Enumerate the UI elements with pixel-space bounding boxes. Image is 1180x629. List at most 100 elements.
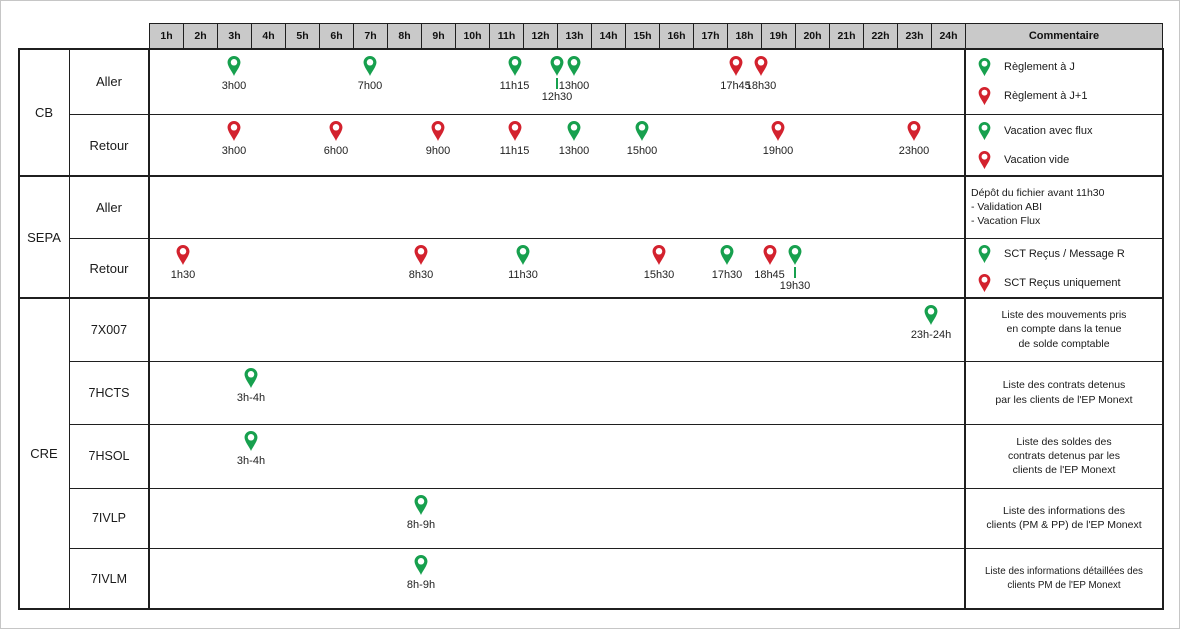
- hour-label: 8h: [398, 30, 411, 42]
- marker-pin-green-3h-4h: [243, 430, 260, 452]
- comment-cell-cre-7hcts: Liste des contrats detenus par les client…: [965, 361, 1163, 424]
- table-top-border: [19, 48, 1163, 50]
- hour-label: 5h: [296, 30, 309, 42]
- hour-label: 14h: [599, 30, 618, 42]
- group-separator: [19, 175, 1163, 177]
- comment-cell-cre-7ivlm: Liste des informations détaillées des cli…: [965, 548, 1163, 609]
- label-column-separator: [68, 49, 70, 609]
- row-separator: [69, 423, 1163, 425]
- map-pin-green-icon: [227, 56, 241, 76]
- marker-time-label: 15h00: [626, 145, 658, 157]
- legend-item: Vacation vide: [977, 150, 1163, 170]
- row-label-cre-7hcts: 7HCTS: [69, 361, 149, 424]
- map-pin-green-icon: [635, 121, 649, 141]
- hour-header-cell-21h: 21h: [829, 23, 864, 49]
- legend-pin-red-icon: [978, 150, 991, 169]
- map-pin-red-icon: [508, 121, 521, 141]
- hour-header-cell-22h: 22h: [863, 23, 898, 49]
- comment-line: clients (PM & PP) de l'EP Monext: [986, 519, 1142, 531]
- marker-time-label: 15h30: [643, 269, 675, 281]
- hour-header-cell-24h: 24h: [931, 23, 966, 49]
- marker-time-label: 18h30: [745, 80, 777, 92]
- comment-line: Liste des informations détaillées des: [985, 566, 1143, 578]
- map-pin-green-icon: [244, 431, 258, 451]
- timeline-row-cb-retour: 3h00 6h00 9h00 11h15 13h00 15h00 19h00 2…: [149, 114, 965, 176]
- row-label-sepa-aller: Aller: [69, 176, 149, 238]
- hour-label: 17h: [701, 30, 720, 42]
- marker-time-label: 23h-24h: [910, 329, 952, 341]
- timeline-left-separator: [148, 49, 150, 609]
- group-label-text: SEPA: [27, 229, 61, 245]
- table-right-border: [1162, 48, 1164, 610]
- map-pin-green-icon: [363, 56, 377, 76]
- legend-item: SCT Reçus / Message R: [977, 244, 1163, 264]
- map-pin-red-icon: [176, 245, 190, 265]
- marker-pin-red-1h30: [175, 244, 192, 266]
- marker-time-label: 11h15: [499, 145, 530, 157]
- hour-header-cell-18h: 18h: [727, 23, 762, 49]
- hour-label: 20h: [803, 30, 822, 42]
- timeline-row-sepa-aller: [149, 176, 965, 238]
- hour-label: 22h: [871, 30, 890, 42]
- hour-header-cell-5h: 5h: [285, 23, 320, 49]
- comment-line: en compte dans la tenue: [1006, 323, 1122, 336]
- marker-pin-green-13h00: [566, 55, 583, 77]
- comment-cell-cb-retour: Vacation avec flux Vacation vide: [965, 114, 1163, 176]
- row-label-text: Aller: [95, 74, 122, 89]
- map-pin-green-icon: [414, 495, 428, 515]
- marker-time-label: 3h00: [221, 80, 247, 92]
- row-label-cre-7hsol: 7HSOL: [69, 424, 149, 488]
- marker-pin-red-6h00: [328, 120, 345, 142]
- map-pin-red-icon: [771, 121, 785, 141]
- marker-time-label: 13h00: [558, 145, 590, 157]
- row-label-text: Retour: [89, 137, 129, 153]
- hour-label: 1h: [160, 30, 173, 42]
- marker-pin-green-11h30: [515, 244, 532, 266]
- marker-pin-red-18h30: [753, 55, 770, 77]
- legend-pin-green-icon: [978, 57, 991, 77]
- marker-pin-green-23h-24h: [923, 304, 940, 326]
- map-pin-green-icon: [414, 555, 428, 575]
- group-label-cre: CRE: [19, 298, 69, 609]
- row-label-cre-7ivlp: 7IVLP: [69, 488, 149, 548]
- timeline-row-sepa-retour: 1h30 8h30 11h30 15h30 17h30 18h45 19h30: [149, 238, 965, 298]
- marker-time-label: 8h30: [408, 269, 434, 281]
- hour-header-cell-2h: 2h: [183, 23, 218, 49]
- marker-time-label: 1h30: [170, 269, 196, 281]
- hour-label: 13h: [565, 30, 584, 42]
- hour-label: 7h: [364, 30, 377, 42]
- marker-pin-green-11h15: [506, 55, 523, 77]
- marker-pin-red-23h00: [906, 120, 923, 142]
- marker-pin-red-18h45: [761, 244, 778, 266]
- marker-time-label: 7h00: [357, 80, 383, 92]
- group-label-text: CB: [34, 105, 54, 120]
- map-pin-red-icon: [754, 56, 768, 76]
- row-label-text: 7IVLM: [90, 571, 128, 586]
- comment-line: par les clients de l'EP Monext: [995, 393, 1133, 406]
- marker-pin-green-8h-9h: [413, 554, 430, 576]
- hour-label: 16h: [667, 30, 686, 42]
- map-pin-red-icon: [414, 245, 428, 265]
- row-separator: [69, 360, 1163, 362]
- map-pin-green-icon: [516, 245, 530, 265]
- row-label-text: Aller: [95, 199, 122, 215]
- hour-label: 10h: [463, 30, 482, 42]
- marker-pin-red-11h15: [506, 120, 523, 142]
- map-pin-green-icon: [508, 56, 521, 76]
- comment-line: Liste des contrats detenus: [1002, 379, 1126, 392]
- hour-header-cell-16h: 16h: [659, 23, 694, 49]
- row-separator: [69, 487, 1163, 489]
- map-pin-red-icon: [729, 56, 742, 76]
- row-label-cre-7x007: 7X007: [69, 298, 149, 361]
- comment-cell-sepa-aller: Dépôt du fichier avant 11h30- Validation…: [965, 176, 1163, 238]
- marker-pin-red-3h00: [226, 120, 243, 142]
- row-separator: [69, 237, 1163, 239]
- hour-label: 9h: [432, 30, 445, 42]
- timeline-row-cre-7x007: 23h-24h: [149, 298, 965, 361]
- map-pin-green-icon: [567, 121, 581, 141]
- comment-line: - Vacation Flux: [971, 215, 1041, 228]
- row-label-text: 7HSOL: [88, 449, 130, 463]
- marker-pin-green-8h-9h: [413, 494, 430, 516]
- marker-pin-green-3h00: [226, 55, 243, 77]
